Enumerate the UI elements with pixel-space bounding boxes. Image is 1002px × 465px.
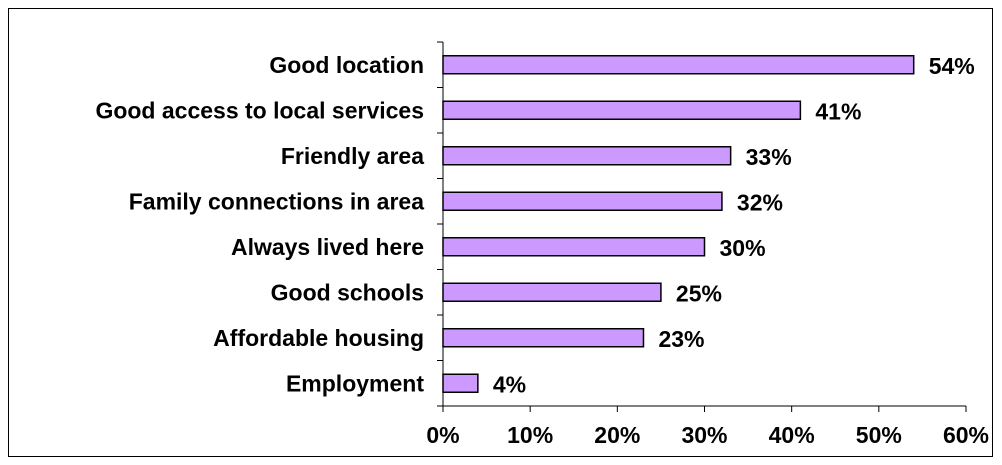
bar	[442, 282, 662, 302]
data-label: 23%	[658, 326, 704, 352]
category-label: Affordable housing	[213, 325, 424, 351]
data-label: 54%	[929, 53, 975, 79]
chart-frame: Good location 54% Good access to local ser…	[8, 8, 993, 457]
bar	[442, 373, 479, 393]
bar	[442, 191, 723, 211]
x-tick-label: 0%	[426, 422, 459, 448]
category-label: Good access to local services	[95, 97, 424, 123]
x-tick-label: 10%	[507, 422, 553, 448]
data-label: 25%	[676, 280, 722, 306]
category-label: Friendly area	[281, 143, 424, 169]
x-tick-label: 30%	[681, 422, 727, 448]
x-tick-label: 60%	[943, 422, 989, 448]
data-label: 30%	[720, 235, 766, 261]
category-label: Always lived here	[231, 234, 424, 260]
x-tick-label: 50%	[856, 422, 902, 448]
bar	[442, 237, 706, 257]
x-tick-label: 40%	[769, 422, 815, 448]
category-label: Family connections in area	[129, 188, 424, 214]
bar	[442, 328, 645, 348]
data-label: 32%	[737, 189, 783, 215]
bar	[442, 146, 732, 166]
bar	[442, 100, 802, 120]
data-label: 4%	[493, 371, 526, 397]
category-label: Good location	[269, 52, 424, 78]
bar-chart: Good location 54% Good access to local ser…	[95, 41, 989, 448]
category-label: Good schools	[271, 279, 424, 305]
bar	[442, 55, 915, 75]
x-tick-label: 20%	[594, 422, 640, 448]
category-label: Employment	[286, 370, 424, 396]
data-label: 41%	[815, 98, 861, 124]
data-label: 33%	[746, 144, 792, 170]
